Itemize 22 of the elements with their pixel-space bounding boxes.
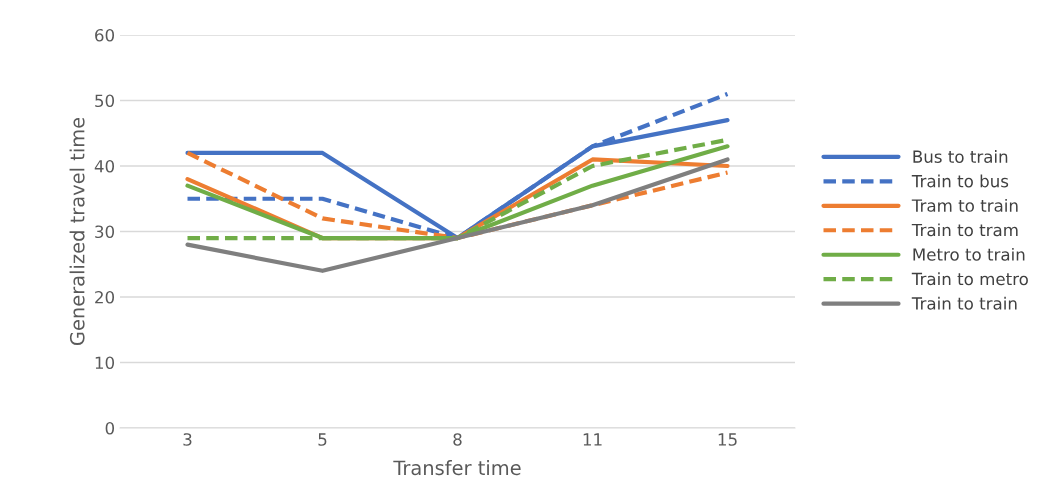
line-series bbox=[185, 157, 730, 273]
y-tick-label: 0 bbox=[105, 421, 115, 435]
legend-label: Metro to train bbox=[913, 247, 1025, 261]
x-tick-label: 15 bbox=[718, 433, 737, 446]
y-tick-label: 40 bbox=[94, 159, 115, 173]
legend-label: Train to tram bbox=[911, 223, 1018, 237]
legend-label: Tram to train bbox=[911, 198, 1018, 212]
legend-label: Train to train bbox=[911, 296, 1017, 310]
y-tick-label: 20 bbox=[95, 290, 115, 304]
y-tick-label: 30 bbox=[95, 225, 115, 239]
y-tick-label: 50 bbox=[95, 94, 115, 108]
x-tick-label: 8 bbox=[453, 433, 462, 446]
y-tick-label: 10 bbox=[95, 356, 115, 370]
y-axis-title: Generalized travel time bbox=[69, 117, 85, 346]
legend-label: Bus to train bbox=[913, 150, 1008, 163]
x-axis-title: Transfer time bbox=[393, 460, 521, 476]
legend-label: Train to bus bbox=[911, 174, 1009, 188]
x-tick-label: 3 bbox=[183, 433, 192, 446]
y-tick-label: 60 bbox=[95, 28, 115, 42]
x-tick-label: 11 bbox=[583, 433, 602, 446]
legend-label: Train to metro bbox=[911, 272, 1028, 286]
x-tick-label: 5 bbox=[318, 433, 327, 446]
